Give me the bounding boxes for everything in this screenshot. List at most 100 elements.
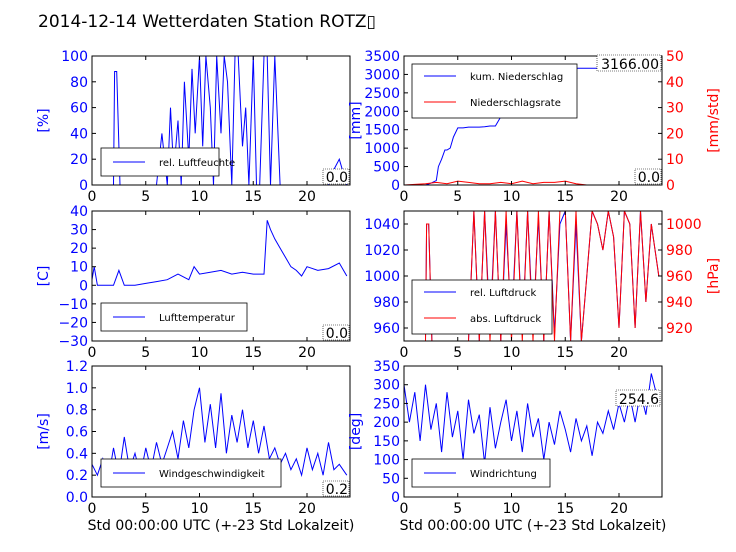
y-tick-label-wind-speed: 0.6 <box>66 425 88 441</box>
x-tick-label-wind-direction: 10 <box>503 501 521 517</box>
x-tick-label-precip: 0 <box>400 189 409 205</box>
series-line-wind-speed-0 <box>92 387 348 481</box>
y-axis-label-wind-direction: [deg] <box>348 413 364 450</box>
y-tick-label-wind-direction: 100 <box>373 453 400 469</box>
y-tick-label-wind-direction: 0 <box>391 490 400 506</box>
x-tick-label-wind-speed: 20 <box>298 501 316 517</box>
y-tick-label-wind-direction: 150 <box>373 434 400 450</box>
y-tick-label-pressure: 1040 <box>364 217 400 233</box>
y-tick-label-humidity: 0 <box>79 178 88 194</box>
y-axis-right-label-pressure: [hPa] <box>706 258 722 294</box>
y-right-tick-label-precip: 0 <box>666 178 675 194</box>
x-tick-label-wind-speed: 10 <box>191 501 209 517</box>
x-tick-label-humidity: 10 <box>191 189 209 205</box>
total-box-precip <box>596 54 662 72</box>
legend-entry-pressure-0: rel. Luftdruck <box>470 288 536 299</box>
x-tick-label-pressure: 0 <box>400 345 409 361</box>
y-tick-label-wind-direction: 300 <box>373 378 400 394</box>
x-tick-label-wind-speed: 5 <box>141 501 150 517</box>
x-axis-label-wind-speed: Std 00:00:00 UTC (+-23 Std Lokalzeit) <box>88 518 355 534</box>
y-tick-label-humidity: 80 <box>70 75 88 91</box>
y-right-tick-label-pressure: 980 <box>666 243 693 259</box>
chart-temperature: 0 5 10 15 20 −30 −20 −10 0 10 20 30 40 [C] Lufttempera… <box>36 204 351 361</box>
y-tick-label-wind-speed: 1.0 <box>66 381 88 397</box>
y-axis-label-wind-speed: [m/s] <box>36 413 52 450</box>
legend-entry-precip-0: kum. Niederschlag <box>470 72 563 83</box>
value-box-humidity <box>322 168 350 185</box>
y-tick-label-temperature: 20 <box>70 241 88 257</box>
x-tick-label-humidity: 0 <box>88 189 97 205</box>
current-value-precip: 0.0 <box>638 170 660 186</box>
y-tick-label-humidity: 60 <box>70 101 88 117</box>
x-tick-label-pressure: 20 <box>610 345 628 361</box>
y-tick-label-precip: 1000 <box>364 141 400 157</box>
x-tick-label-wind-direction: 15 <box>556 501 574 517</box>
legend-entry-precip-1: Niederschlagsrate <box>470 98 561 109</box>
chart-wind-speed: 0 5 10 15 20 0.0 0.2 0.4 0.6 0.8 1.0 1.2 [m/s] Std 00… <box>36 359 354 534</box>
y-tick-label-wind-speed: 0.0 <box>66 490 88 506</box>
series-line-wind-direction-0 <box>404 373 660 464</box>
y-tick-label-temperature: 30 <box>70 223 88 239</box>
y-tick-label-wind-direction: 200 <box>373 415 400 431</box>
x-tick-label-pressure: 10 <box>503 345 521 361</box>
y-tick-label-precip: 3500 <box>364 49 400 65</box>
y-tick-label-humidity: 40 <box>70 126 88 142</box>
x-tick-label-humidity: 20 <box>298 189 316 205</box>
y-tick-label-pressure: 960 <box>373 321 400 337</box>
y-axis-label-precip: [mm] <box>348 101 364 139</box>
legend-entry-pressure-1: abs. Luftdruck <box>470 314 541 325</box>
x-tick-label-pressure: 15 <box>556 345 574 361</box>
value-box-wind-direction <box>615 389 661 407</box>
y-tick-label-temperature: −10 <box>58 297 88 313</box>
x-tick-label-precip: 5 <box>453 189 462 205</box>
y-tick-label-precip: 2500 <box>364 86 400 102</box>
y-tick-label-humidity: 20 <box>70 152 88 168</box>
x-tick-label-temperature: 5 <box>141 345 150 361</box>
y-axis-label-humidity: [%] <box>36 108 52 132</box>
x-tick-label-wind-speed: 15 <box>244 501 262 517</box>
chart-pressure: 0 5 10 15 20 960 980 1000 1020 1040 920 940 960 980 10… <box>364 210 722 361</box>
legend-box-precip <box>411 63 578 119</box>
legend-entry-temperature-0: Lufttemperatur <box>159 313 236 324</box>
y-axis-label-temperature: [C] <box>36 266 52 287</box>
y-right-tick-label-pressure: 940 <box>666 295 693 311</box>
current-value-temperature: 0.0 <box>326 326 348 342</box>
x-tick-label-pressure: 5 <box>453 345 462 361</box>
x-tick-label-wind-direction: 0 <box>400 501 409 517</box>
series-line-pressure-1 <box>404 211 660 341</box>
y-tick-label-temperature: 10 <box>70 260 88 276</box>
y-tick-label-temperature: −30 <box>58 334 88 350</box>
series-line-precip-1 <box>404 180 659 185</box>
y-tick-label-temperature: −20 <box>58 315 88 331</box>
y-tick-label-pressure: 1000 <box>364 269 400 285</box>
y-right-tick-label-pressure: 920 <box>666 321 693 337</box>
y-axis-right-label-precip: [mm/std] <box>706 88 722 153</box>
value-box-temperature <box>322 324 350 341</box>
x-tick-label-wind-direction: 5 <box>453 501 462 517</box>
y-tick-label-wind-direction: 250 <box>373 396 400 412</box>
y-tick-label-precip: 3000 <box>364 67 400 83</box>
y-tick-label-pressure: 1020 <box>364 243 400 259</box>
y-tick-label-wind-direction: 350 <box>373 359 400 375</box>
x-tick-label-temperature: 10 <box>191 345 209 361</box>
y-right-tick-label-precip: 20 <box>666 126 684 142</box>
x-tick-label-humidity: 5 <box>141 189 150 205</box>
legend-entry-wind-direction-0: Windrichtung <box>470 469 537 480</box>
y-tick-label-wind-speed: 0.2 <box>66 468 88 484</box>
y-tick-label-pressure: 980 <box>373 295 400 311</box>
y-right-tick-label-precip: 40 <box>666 75 684 91</box>
y-tick-label-temperature: 0 <box>79 278 88 294</box>
x-tick-label-temperature: 0 <box>88 345 97 361</box>
plot-frame-precip <box>403 55 663 186</box>
legend-entry-humidity-0: rel. Luftfeuchte <box>159 158 235 169</box>
x-tick-label-wind-direction: 20 <box>610 501 628 517</box>
y-tick-label-wind-speed: 1.2 <box>66 359 88 375</box>
current-value-wind-speed: 0.2 <box>326 482 348 498</box>
y-tick-label-precip: 0 <box>391 178 400 194</box>
y-right-tick-label-precip: 10 <box>666 152 684 168</box>
x-axis-label-wind-direction: Std 00:00:00 UTC (+-23 Std Lokalzeit) <box>400 518 667 534</box>
legend-box-humidity <box>100 147 220 177</box>
x-tick-label-humidity: 15 <box>244 189 262 205</box>
x-tick-label-temperature: 15 <box>244 345 262 361</box>
